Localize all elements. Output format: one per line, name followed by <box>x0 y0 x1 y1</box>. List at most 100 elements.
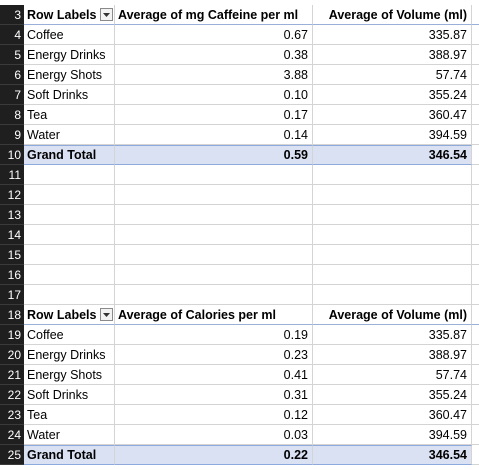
calories-value-cell[interactable]: 0.19 <box>115 325 313 345</box>
caffeine-value-cell[interactable]: 0.67 <box>115 25 313 45</box>
row-number[interactable]: 25 <box>0 445 24 465</box>
row-number[interactable]: 6 <box>0 65 24 85</box>
volume-value-cell[interactable]: 394.59 <box>313 425 472 445</box>
filter-dropdown-button[interactable] <box>100 308 114 321</box>
caffeine-value-cell[interactable]: 3.88 <box>115 65 313 85</box>
empty-cell[interactable] <box>472 5 479 25</box>
row-number[interactable]: 14 <box>0 225 24 245</box>
empty-cell[interactable] <box>313 185 472 205</box>
empty-cell[interactable] <box>24 245 115 265</box>
caffeine-header[interactable]: Average of mg Caffeine per ml <box>115 5 313 25</box>
caffeine-value-cell[interactable]: 0.14 <box>115 125 313 145</box>
row-label-cell[interactable]: Coffee <box>24 25 115 45</box>
empty-cell[interactable] <box>24 185 115 205</box>
empty-cell[interactable] <box>472 305 479 325</box>
empty-cell[interactable] <box>472 345 479 365</box>
caffeine-value-cell[interactable]: 0.17 <box>115 105 313 125</box>
caffeine-value-cell[interactable]: 0.10 <box>115 85 313 105</box>
volume-header[interactable]: Average of Volume (ml) <box>313 5 472 25</box>
row-labels-header[interactable]: Row Labels <box>24 5 115 25</box>
empty-cell[interactable] <box>472 405 479 425</box>
row-label-cell[interactable]: Soft Drinks <box>24 385 115 405</box>
empty-cell[interactable] <box>115 165 313 185</box>
row-number[interactable]: 20 <box>0 345 24 365</box>
calories-value-cell[interactable]: 0.12 <box>115 405 313 425</box>
empty-cell[interactable] <box>313 225 472 245</box>
empty-cell[interactable] <box>115 245 313 265</box>
empty-cell[interactable] <box>472 385 479 405</box>
volume-header[interactable]: Average of Volume (ml) <box>313 305 472 325</box>
empty-cell[interactable] <box>24 265 115 285</box>
volume-value-cell[interactable]: 355.24 <box>313 385 472 405</box>
caffeine-value-cell[interactable]: 0.38 <box>115 45 313 65</box>
row-label-cell[interactable]: Tea <box>24 105 115 125</box>
empty-cell[interactable] <box>115 205 313 225</box>
row-number[interactable]: 19 <box>0 325 24 345</box>
row-label-cell[interactable]: Energy Shots <box>24 365 115 385</box>
empty-cell[interactable] <box>115 285 313 305</box>
empty-cell[interactable] <box>472 165 479 185</box>
empty-cell[interactable] <box>472 245 479 265</box>
empty-cell[interactable] <box>313 245 472 265</box>
volume-value-cell[interactable]: 360.47 <box>313 105 472 125</box>
row-label-cell[interactable]: Water <box>24 425 115 445</box>
empty-cell[interactable] <box>115 265 313 285</box>
row-number[interactable]: 18 <box>0 305 24 325</box>
grand-total-volume[interactable]: 346.54 <box>313 145 472 165</box>
row-number[interactable]: 15 <box>0 245 24 265</box>
empty-cell[interactable] <box>313 285 472 305</box>
volume-value-cell[interactable]: 335.87 <box>313 325 472 345</box>
grand-total-calories[interactable]: 0.22 <box>115 445 313 465</box>
empty-cell[interactable] <box>472 265 479 285</box>
row-number[interactable]: 11 <box>0 165 24 185</box>
row-number[interactable]: 3 <box>0 5 24 25</box>
empty-cell[interactable] <box>24 165 115 185</box>
row-number[interactable]: 8 <box>0 105 24 125</box>
row-label-cell[interactable]: Energy Drinks <box>24 345 115 365</box>
row-label-cell[interactable]: Water <box>24 125 115 145</box>
calories-value-cell[interactable]: 0.41 <box>115 365 313 385</box>
row-number[interactable]: 21 <box>0 365 24 385</box>
volume-value-cell[interactable]: 388.97 <box>313 345 472 365</box>
row-label-cell[interactable]: Soft Drinks <box>24 85 115 105</box>
empty-cell[interactable] <box>115 185 313 205</box>
calories-value-cell[interactable]: 0.03 <box>115 425 313 445</box>
volume-value-cell[interactable]: 394.59 <box>313 125 472 145</box>
empty-cell[interactable] <box>472 325 479 345</box>
calories-header[interactable]: Average of Calories per ml <box>115 305 313 325</box>
volume-value-cell[interactable]: 388.97 <box>313 45 472 65</box>
row-number[interactable]: 12 <box>0 185 24 205</box>
empty-cell[interactable] <box>472 85 479 105</box>
empty-cell[interactable] <box>115 225 313 245</box>
row-label-cell[interactable]: Tea <box>24 405 115 425</box>
empty-cell[interactable] <box>472 365 479 385</box>
row-number[interactable]: 10 <box>0 145 24 165</box>
row-number[interactable]: 16 <box>0 265 24 285</box>
empty-cell[interactable] <box>472 145 479 165</box>
row-number[interactable]: 5 <box>0 45 24 65</box>
empty-cell[interactable] <box>472 185 479 205</box>
empty-cell[interactable] <box>472 25 479 45</box>
volume-value-cell[interactable]: 360.47 <box>313 405 472 425</box>
empty-cell[interactable] <box>472 285 479 305</box>
row-label-cell[interactable]: Coffee <box>24 325 115 345</box>
empty-cell[interactable] <box>24 205 115 225</box>
volume-value-cell[interactable]: 355.24 <box>313 85 472 105</box>
volume-value-cell[interactable]: 57.74 <box>313 365 472 385</box>
grand-total-caffeine[interactable]: 0.59 <box>115 145 313 165</box>
filter-dropdown-button[interactable] <box>100 8 114 21</box>
empty-cell[interactable] <box>313 265 472 285</box>
row-number[interactable]: 4 <box>0 25 24 45</box>
empty-cell[interactable] <box>472 445 479 465</box>
empty-cell[interactable] <box>472 45 479 65</box>
row-number[interactable]: 17 <box>0 285 24 305</box>
empty-cell[interactable] <box>24 285 115 305</box>
empty-cell[interactable] <box>472 225 479 245</box>
empty-cell[interactable] <box>472 425 479 445</box>
grand-total-label[interactable]: Grand Total <box>24 445 115 465</box>
row-number[interactable]: 23 <box>0 405 24 425</box>
volume-value-cell[interactable]: 57.74 <box>313 65 472 85</box>
row-number[interactable]: 7 <box>0 85 24 105</box>
empty-cell[interactable] <box>472 65 479 85</box>
row-number[interactable]: 24 <box>0 425 24 445</box>
